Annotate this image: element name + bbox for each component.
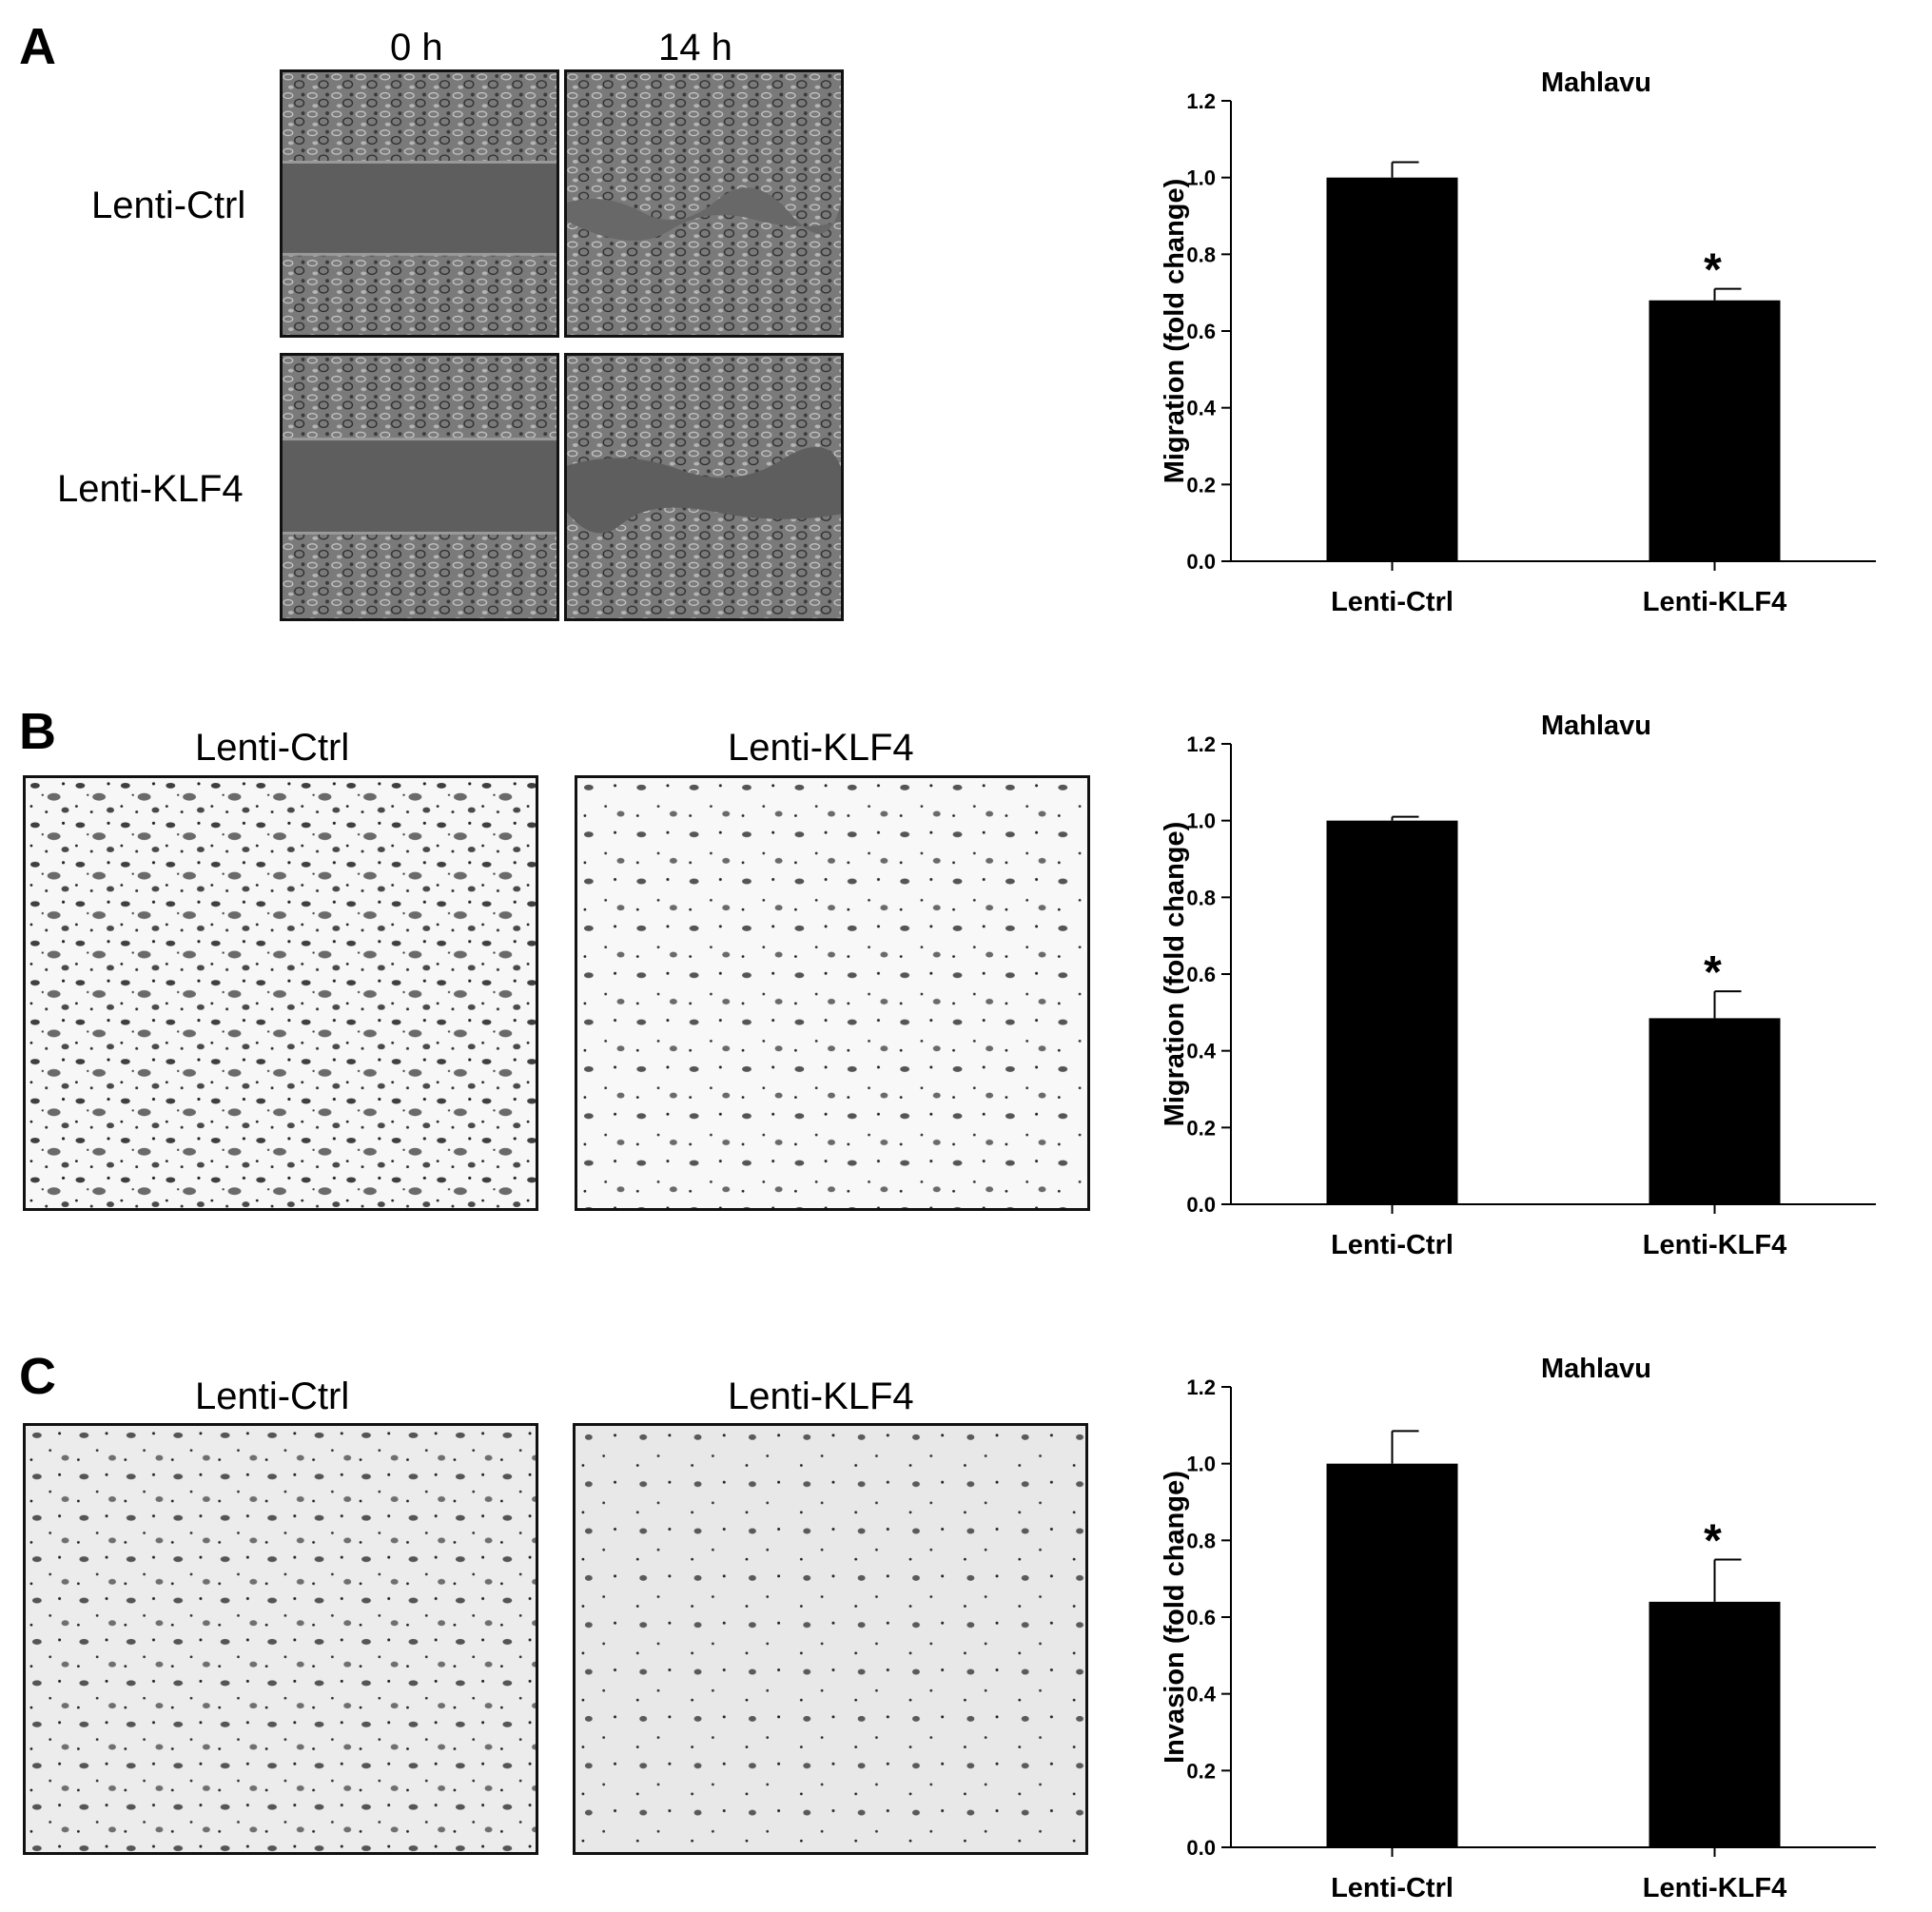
y-tick-label: 0.6 xyxy=(1186,320,1216,343)
y-axis-label: Migration (fold change) xyxy=(1160,822,1190,1127)
bar-lenti-klf4 xyxy=(1649,1601,1781,1847)
y-tick-label: 0.4 xyxy=(1186,397,1216,420)
invasion-image-c-klf4 xyxy=(573,1423,1088,1855)
image-label-c-lenti-klf4: Lenti-KLF4 xyxy=(728,1375,914,1417)
y-tick-label: 0.4 xyxy=(1186,1040,1216,1063)
y-axis-label: Invasion (fold change) xyxy=(1160,1471,1190,1764)
image-label-b-lenti-ctrl: Lenti-Ctrl xyxy=(195,727,350,769)
y-tick-label: 0.2 xyxy=(1186,1116,1216,1140)
column-label-0h: 0 h xyxy=(390,27,443,68)
y-tick-label: 1.0 xyxy=(1186,166,1216,190)
significance-marker: * xyxy=(1704,1516,1722,1567)
bar-chart-a: Mahlavu Migration (fold change) 0.0 0.2 0.4 0… xyxy=(1160,68,1876,617)
panel-letter-a: A xyxy=(19,18,56,75)
y-tick-label: 0.0 xyxy=(1186,1836,1216,1860)
x-tick-label: Lenti-Ctrl xyxy=(1331,587,1454,617)
bar-lenti-klf4 xyxy=(1649,1018,1781,1204)
y-tick-label: 0.4 xyxy=(1186,1683,1216,1707)
column-label-14h: 14 h xyxy=(658,27,732,68)
bar-lenti-ctrl xyxy=(1326,1463,1458,1847)
y-tick-label: 1.0 xyxy=(1186,1453,1216,1476)
wound-image-ctrl-14h xyxy=(564,69,844,338)
wound-image-ctrl-0h xyxy=(280,69,559,338)
bar-chart-b: Mahlavu Migration (fold change) 0.0 0.2 0.4 0… xyxy=(1160,711,1876,1260)
transwell-image-b-klf4 xyxy=(575,775,1090,1211)
y-axis-label: Migration (fold change) xyxy=(1160,179,1190,484)
chart-title: Mahlavu xyxy=(1541,68,1651,98)
x-tick-label: Lenti-KLF4 xyxy=(1643,587,1786,617)
image-label-c-lenti-ctrl: Lenti-Ctrl xyxy=(195,1375,350,1417)
x-tick-label: Lenti-Ctrl xyxy=(1331,1873,1454,1903)
x-tick-label: Lenti-KLF4 xyxy=(1643,1873,1786,1903)
y-tick-label: 0.6 xyxy=(1186,1606,1216,1629)
panel-letter-c: C xyxy=(19,1348,56,1405)
significance-marker: * xyxy=(1704,947,1722,998)
y-tick-label: 0.0 xyxy=(1186,1193,1216,1217)
significance-marker: * xyxy=(1704,245,1722,296)
transwell-image-b-ctrl xyxy=(23,775,538,1211)
chart-title: Mahlavu xyxy=(1541,1354,1651,1384)
y-tick-label: 0.2 xyxy=(1186,1759,1216,1783)
row-label-lenti-ctrl: Lenti-Ctrl xyxy=(91,185,246,226)
row-label-lenti-klf4: Lenti-KLF4 xyxy=(57,468,244,510)
bar-lenti-klf4 xyxy=(1649,300,1781,561)
x-tick-label: Lenti-Ctrl xyxy=(1331,1230,1454,1260)
panel-letter-b: B xyxy=(19,703,56,760)
y-tick-label: 0.2 xyxy=(1186,473,1216,497)
invasion-image-c-ctrl xyxy=(23,1423,538,1855)
x-tick-label: Lenti-KLF4 xyxy=(1643,1230,1786,1260)
y-tick-label: 1.2 xyxy=(1186,732,1216,756)
image-label-b-lenti-klf4: Lenti-KLF4 xyxy=(728,727,914,769)
y-tick-label: 0.0 xyxy=(1186,550,1216,574)
chart-title: Mahlavu xyxy=(1541,711,1651,741)
wound-image-klf4-14h xyxy=(564,353,844,621)
y-tick-label: 0.6 xyxy=(1186,963,1216,986)
y-tick-label: 1.0 xyxy=(1186,810,1216,833)
bar-lenti-ctrl xyxy=(1326,820,1458,1204)
y-tick-label: 0.8 xyxy=(1186,243,1216,266)
y-tick-label: 0.8 xyxy=(1186,1529,1216,1552)
bar-chart-c: Mahlavu Invasion (fold change) 0.0 0.2 0.4 0.… xyxy=(1160,1354,1876,1903)
y-tick-label: 0.8 xyxy=(1186,886,1216,909)
y-tick-label: 1.2 xyxy=(1186,89,1216,113)
bar-lenti-ctrl xyxy=(1326,177,1458,561)
wound-image-klf4-0h xyxy=(280,353,559,621)
y-tick-label: 1.2 xyxy=(1186,1375,1216,1399)
